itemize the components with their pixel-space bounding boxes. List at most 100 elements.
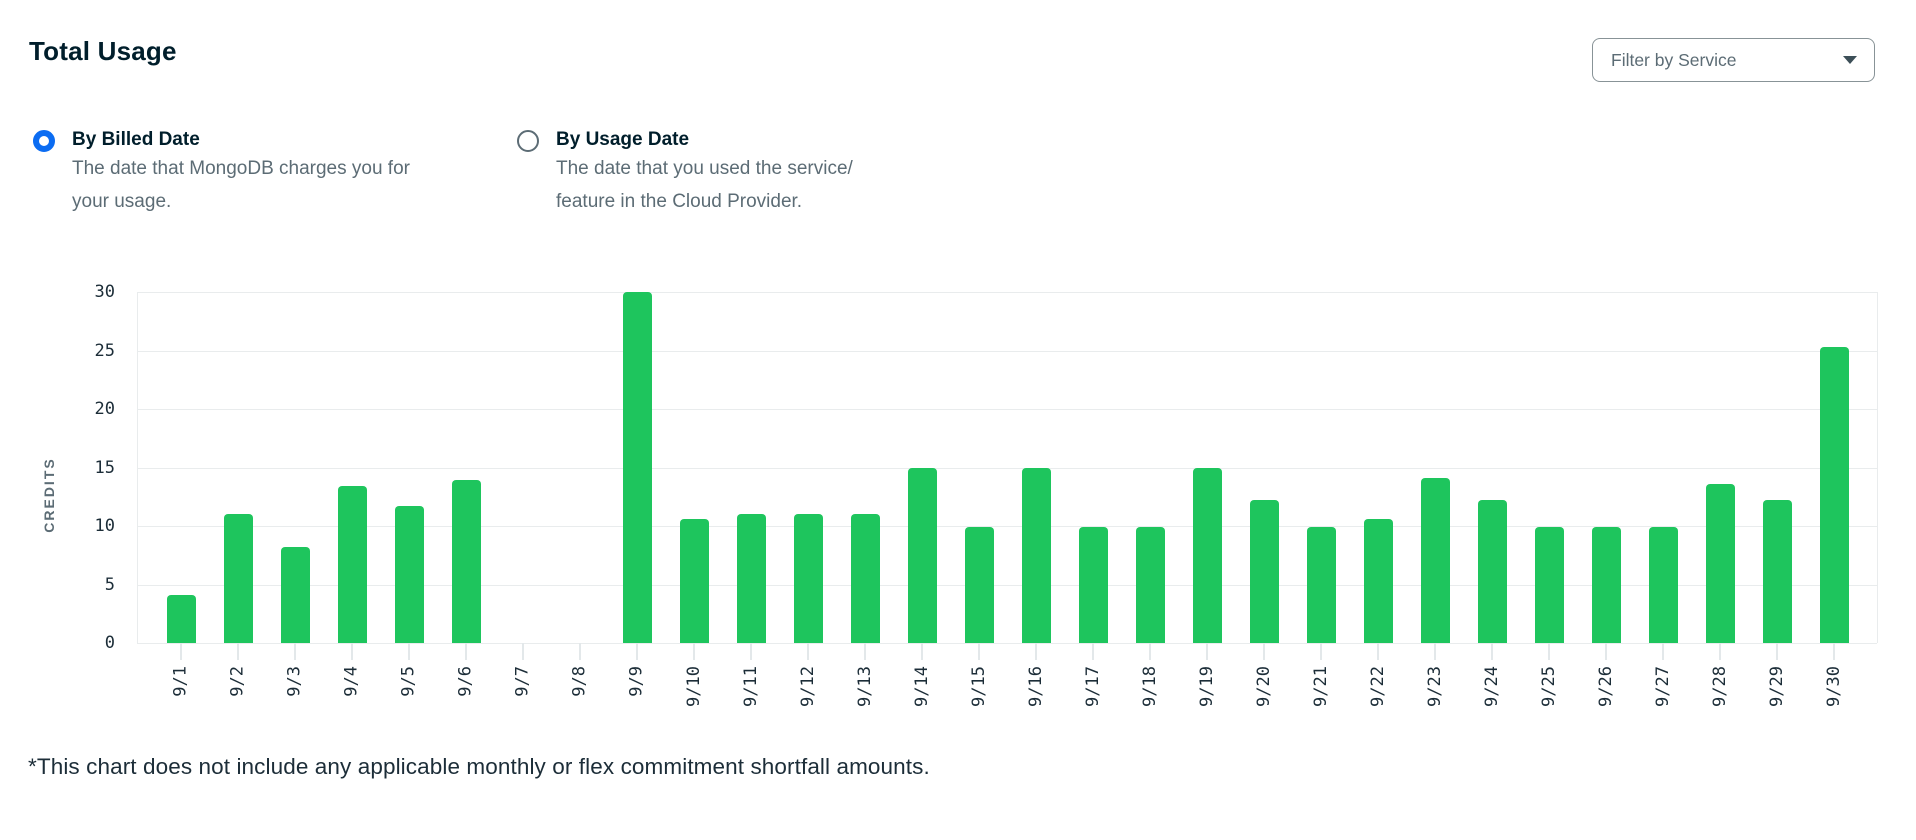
bar-9-26[interactable] <box>1591 527 1621 643</box>
radio-description-by-usage-date: The date that you used the service/ feat… <box>556 152 853 218</box>
chevron-down-icon <box>1843 56 1857 64</box>
bar-9-17[interactable] <box>1078 527 1108 643</box>
description-line: feature in the Cloud Provider. <box>556 191 803 212</box>
x-tick <box>921 643 923 660</box>
x-tick <box>1035 643 1037 660</box>
x-tick-label: 9/16 <box>1025 666 1046 707</box>
x-tick-label: 9/19 <box>1196 666 1217 707</box>
x-tick <box>1206 643 1208 660</box>
x-tick-label: 9/7 <box>512 666 533 697</box>
x-tick <box>693 643 695 660</box>
x-tick-label: 9/13 <box>854 666 875 707</box>
x-tick <box>1776 643 1778 660</box>
y-tick-label: 30 <box>94 282 115 302</box>
bar-9-1[interactable] <box>166 595 196 643</box>
x-tick <box>351 643 353 660</box>
x-tick-label: 9/9 <box>626 666 647 697</box>
x-tick <box>1833 643 1835 660</box>
x-tick-label: 9/26 <box>1595 666 1616 707</box>
bar-9-12[interactable] <box>793 514 823 643</box>
bar-9-4[interactable] <box>337 486 367 643</box>
bar-9-5[interactable] <box>394 506 424 643</box>
bar-9-13[interactable] <box>850 514 880 643</box>
x-tick <box>864 643 866 660</box>
bar-9-22[interactable] <box>1363 518 1393 643</box>
x-tick <box>636 643 638 660</box>
y-tick-label: 15 <box>94 457 115 478</box>
bar-9-10[interactable] <box>679 518 709 643</box>
x-tick-label: 9/11 <box>740 666 761 707</box>
bar-9-25[interactable] <box>1534 527 1564 643</box>
bar-9-3[interactable] <box>280 547 310 643</box>
plot-border <box>1877 292 1878 643</box>
x-tick-label: 9/5 <box>398 666 419 697</box>
bar-9-11[interactable] <box>736 514 766 643</box>
x-tick <box>408 643 410 660</box>
x-tick <box>1662 643 1664 660</box>
bar-9-28[interactable] <box>1705 483 1735 643</box>
description-line: The date that you used the service/ <box>556 158 853 179</box>
chart-footnote: *This chart does not include any applica… <box>28 754 930 779</box>
radio-option-by-usage-date: By Usage Date The date that you used the… <box>517 128 853 218</box>
x-tick-label: 9/12 <box>797 666 818 707</box>
y-tick-label: 5 <box>104 574 115 595</box>
bar-9-16[interactable] <box>1021 467 1051 643</box>
y-tick-label: 25 <box>94 340 115 361</box>
gridline <box>137 409 1877 410</box>
bar-9-6[interactable] <box>451 480 481 643</box>
x-tick <box>522 643 524 660</box>
radio-by-billed-date[interactable] <box>33 130 55 152</box>
bar-9-29[interactable] <box>1762 500 1792 643</box>
x-tick <box>1434 643 1436 660</box>
x-tick <box>1263 643 1265 660</box>
x-tick-label: 9/20 <box>1253 666 1274 707</box>
x-tick-label: 9/10 <box>683 666 704 707</box>
radio-label-by-billed-date: By Billed Date <box>72 129 200 150</box>
x-tick <box>1320 643 1322 660</box>
bar-9-2[interactable] <box>223 514 253 643</box>
radio-by-usage-date[interactable] <box>517 130 539 152</box>
bar-9-19[interactable] <box>1192 467 1222 643</box>
radio-description-by-billed-date: The date that MongoDB charges you for yo… <box>72 152 410 218</box>
bar-9-9[interactable] <box>622 292 652 643</box>
bar-9-14[interactable] <box>907 467 937 643</box>
gridline <box>137 584 1877 586</box>
bar-9-21[interactable] <box>1306 527 1336 643</box>
bar-9-20[interactable] <box>1249 500 1279 643</box>
y-tick-label: 20 <box>94 399 115 419</box>
gridline <box>137 350 1877 352</box>
bar-9-15[interactable] <box>964 527 994 643</box>
x-tick <box>1605 643 1607 660</box>
x-tick-label: 9/4 <box>341 666 362 697</box>
bar-9-24[interactable] <box>1477 500 1507 643</box>
x-tick <box>1149 643 1151 660</box>
x-tick-label: 9/24 <box>1481 666 1502 707</box>
gridline <box>137 526 1877 527</box>
filter-by-service-dropdown[interactable]: Filter by Service <box>1592 38 1875 82</box>
x-tick <box>750 643 752 660</box>
x-tick-label: 9/15 <box>968 666 989 707</box>
x-tick <box>579 643 581 660</box>
description-line: your usage. <box>72 191 172 212</box>
bar-9-18[interactable] <box>1135 527 1165 643</box>
plot-border <box>137 292 138 643</box>
bar-9-30[interactable] <box>1819 346 1849 643</box>
page-title: Total Usage <box>29 36 177 66</box>
x-tick <box>807 643 809 660</box>
x-tick-label: 9/29 <box>1766 666 1787 707</box>
x-tick <box>1548 643 1550 660</box>
radio-option-by-billed-date: By Billed Date The date that MongoDB cha… <box>33 128 410 218</box>
x-tick-label: 9/6 <box>455 666 476 697</box>
x-tick-label: 9/25 <box>1538 666 1559 707</box>
x-tick <box>465 643 467 660</box>
bar-9-27[interactable] <box>1648 527 1678 643</box>
x-tick <box>237 643 239 660</box>
x-tick-label: 9/21 <box>1310 666 1331 707</box>
bar-9-23[interactable] <box>1420 478 1450 643</box>
x-tick-label: 9/2 <box>227 666 248 697</box>
x-tick-label: 9/27 <box>1652 666 1673 707</box>
x-tick <box>978 643 980 660</box>
x-tick-label: 9/3 <box>284 666 305 697</box>
x-tick-label: 9/28 <box>1709 666 1730 707</box>
